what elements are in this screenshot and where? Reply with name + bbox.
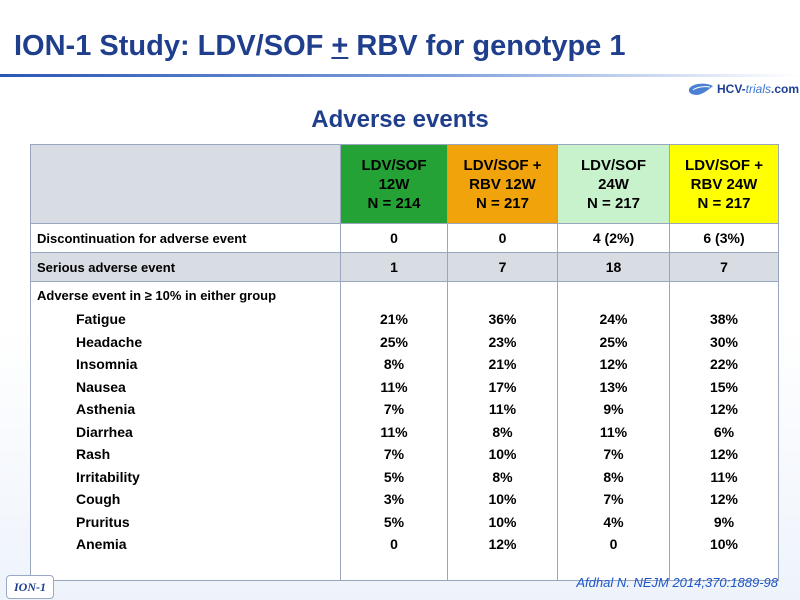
citation: Afdhal N. NEJM 2014;370:1889-98 [576,575,778,590]
study-tag: ION-1 [6,575,54,599]
ae-value: 9% [603,401,624,417]
ae-value: 3% [383,491,405,507]
header-ldvsof-24w: LDV/SOF 24W N = 217 [557,144,670,224]
adverse-events-row: Adverse event in ≥ 10% in either group F… [30,281,779,581]
table-cell: 7 [447,252,558,282]
table-cell: 0 [340,223,448,253]
ae-value: 22% [709,356,739,372]
ae-value: 8% [492,423,513,440]
ae-value: 11% [380,378,408,395]
ae-name: Rash [76,446,111,462]
ae-value: 6% [713,423,735,440]
discontinuation-row: Discontinuation for adverse event 0 0 4 … [30,223,779,253]
ae-name: Cough [76,491,121,507]
ae-value: 7% [383,401,405,417]
ae-name: Asthenia [76,401,136,417]
table-cell: 0 [447,223,558,253]
hcv-trials-logo: HCV-trials.com [688,80,799,98]
ae-value: 4% [603,513,624,530]
ae-value: 10% [488,491,517,507]
ae-label-cell: Adverse event in ≥ 10% in either group F… [30,281,341,581]
ae-value: 10% [488,446,517,462]
ae-value: 11% [710,468,738,485]
header-ldvsof-rbv-24w: LDV/SOF + RBV 24W N = 217 [669,144,779,224]
ae-values-col-1: 21% 25% 8% 11% 7% 11% 7% 5% 3% 5% 0 [340,281,448,581]
ae-value: 10% [488,513,517,530]
ae-value: 0 [609,536,618,552]
ae-values-col-4: 38% 30% 22% 15% 12% 6% 12% 11% 12% 9% 10% [669,281,779,581]
ae-value: 10% [709,536,739,552]
ae-value: 21% [379,311,409,327]
liver-logo-icon [688,83,713,95]
title-divider [0,74,800,77]
title-text-after: RBV for genotype 1 [348,30,626,62]
ae-value: 7% [603,446,624,462]
ae-values-col-3: 24% 25% 12% 13% 9% 11% 7% 8% 7% 4% 0 [557,281,670,581]
ae-value: 23% [488,333,517,350]
ae-value: 25% [599,333,628,350]
table-subtitle: Adverse events [311,106,489,133]
ae-value: 24% [599,311,628,327]
serious-row: Serious adverse event 1 7 18 7 [30,252,779,282]
ae-value: 11% [380,423,408,440]
ae-values-col-2: 36% 23% 21% 17% 11% 8% 10% 8% 10% 10% 12% [447,281,558,581]
row-label: Serious adverse event [30,252,341,282]
ae-value: 5% [383,468,405,485]
ae-value: 38% [709,311,739,327]
logo-text: HCV-trials.com [717,82,800,96]
ae-value: 30% [709,333,739,350]
ae-value: 8% [492,468,513,485]
ae-value: 36% [488,311,517,327]
ae-value: 12% [709,401,739,417]
table-cell: 1 [340,252,448,282]
ae-name: Anemia [76,536,127,552]
ae-value: 11% [488,401,517,417]
adverse-events-table: LDV/SOF 12W N = 214 LDV/SOF + RBV 12W N = 21… [30,144,779,581]
ae-value: 5% [383,513,405,530]
ae-name: Irritability [76,468,140,485]
slide-title: ION-1 Study: LDV/SOF + RBV for genotype … [14,30,626,63]
ae-value: 7% [603,491,624,507]
table-cell: 7 [669,252,779,282]
row-label: Discontinuation for adverse event [30,223,341,253]
header-ldvsof-12w: LDV/SOF 12W N = 214 [340,144,448,224]
ae-name: Nausea [76,378,126,395]
ae-value: 25% [379,333,409,350]
ae-value: 8% [603,468,624,485]
ae-value: 13% [599,378,628,395]
ae-value: 12% [709,446,739,462]
header-ldvsof-rbv-12w: LDV/SOF + RBV 12W N = 217 [447,144,558,224]
table-cell: 6 (3%) [669,223,779,253]
header-row: LDV/SOF 12W N = 214 LDV/SOF + RBV 12W N = 21… [30,144,779,224]
header-empty-cell [30,144,341,224]
ae-value: 9% [713,513,735,530]
ae-name: Insomnia [76,356,138,372]
ae-name: Headache [76,333,143,350]
ae-section-header: Adverse event in ≥ 10% in either group [37,288,277,303]
ae-value: 12% [709,491,739,507]
table-cell: 4 (2%) [557,223,670,253]
ae-name: Pruritus [76,513,130,530]
ae-value: 0 [390,536,398,552]
ae-name: Fatigue [76,311,126,327]
ae-value: 12% [488,536,517,552]
ae-value: 7% [383,446,405,462]
ae-value: 15% [709,378,739,395]
table-cell: 18 [557,252,670,282]
ae-name: Diarrhea [76,423,133,440]
ae-name-list: Fatigue Headache Insomnia Nausea Asthenia Dia… [31,308,340,556]
ae-value: 12% [599,356,628,372]
ae-value: 17% [488,378,517,395]
ae-value: 11% [599,423,628,440]
ae-value: 8% [383,356,405,372]
ae-value: 21% [488,356,517,372]
title-plus: + [331,30,349,62]
title-text-before: ION-1 Study: LDV/SOF [14,30,332,62]
